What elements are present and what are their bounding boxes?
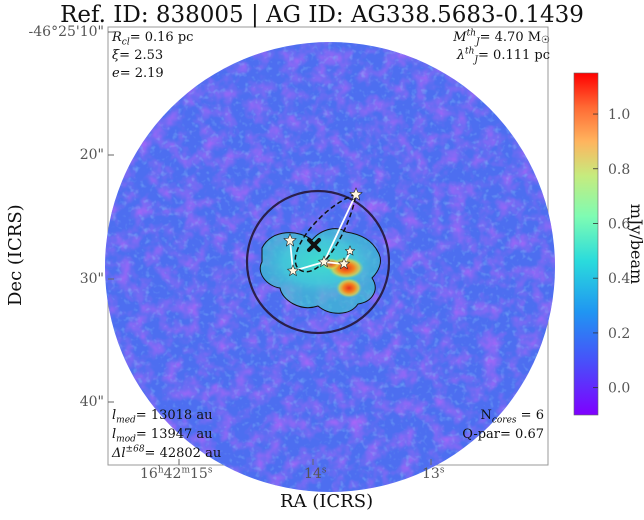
x-tick-label: 14s [304, 465, 327, 482]
core-star [337, 257, 351, 270]
chart-title: Ref. ID: 838005 | AG ID: AG338.5683-0.14… [60, 2, 584, 28]
annotation-qpar: Q-par= 0.67 [462, 427, 544, 442]
x-tick-marks [178, 459, 432, 465]
cores [283, 187, 363, 277]
annotation-ncores: Ncores = 6 [480, 408, 544, 426]
x-tick-label: 13s [422, 465, 445, 482]
colorbar-ticks: 0.0 0.2 0.4 0.6 0.8 1.0 [593, 107, 630, 397]
y-tick-label: 30" [79, 271, 104, 287]
colorbar-tick-label: 0.6 [608, 216, 630, 232]
annotation-e: e= 2.19 [112, 66, 164, 81]
annotation-lmed: lmed= 13018 au [112, 408, 213, 426]
hot-spot-2 [336, 278, 362, 298]
core-star [344, 245, 356, 256]
annotation-delta-l: Δl±68= 42802 au [112, 444, 222, 461]
x-tick-label: 16h42m15s [140, 465, 213, 482]
colorbar-tick-label: 0.0 [608, 381, 630, 397]
sun-symbol-icon: ☉ [541, 35, 550, 46]
annotation-mj: MthJ= 4.70 M☉ [453, 28, 550, 48]
filament-ellipse [294, 192, 357, 273]
y-tick-label: 20" [79, 147, 104, 163]
y-tick-label: 40" [79, 394, 104, 410]
colorbar-tick-label: 0.8 [608, 162, 630, 178]
annotation-xi: ξ= 2.53 [112, 48, 164, 63]
y-tick-label: -46°25'10" [28, 24, 104, 40]
colorbar-label: mJy/beam [627, 203, 644, 285]
y-tick-marks [108, 31, 114, 403]
colorbar [573, 72, 599, 416]
annotation-lambda: λthJ= 0.111 pc [456, 46, 550, 66]
colorbar-tick-label: 0.4 [608, 271, 630, 287]
annotation-lmod: lmod= 13947 au [112, 427, 213, 445]
colorbar-tick-label: 1.0 [608, 107, 630, 123]
cluster-radius-circle [245, 189, 391, 335]
core-star [283, 233, 297, 247]
y-axis-label: Dec (ICRS) [5, 204, 26, 306]
core-star [286, 264, 300, 277]
annotation-rcl: Rcl= 0.16 pc [112, 30, 194, 48]
centroid-marker [307, 238, 321, 252]
core-star [317, 255, 331, 268]
x-axis-label: RA (ICRS) [280, 491, 374, 512]
core-star [349, 187, 363, 201]
colorbar-tick-label: 0.2 [608, 326, 630, 342]
